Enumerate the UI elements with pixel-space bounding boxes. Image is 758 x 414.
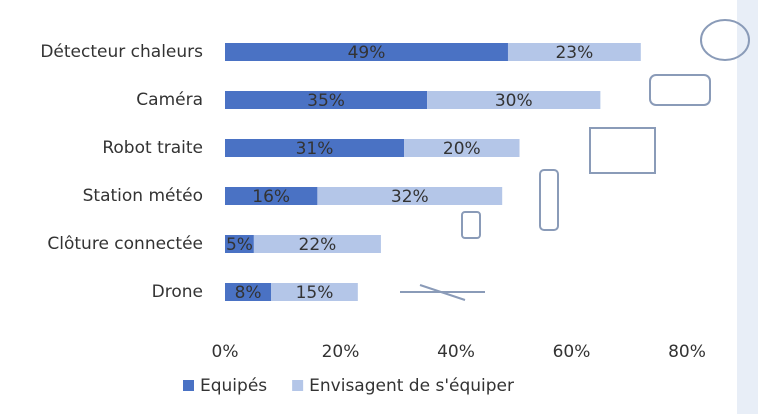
bar-segment	[317, 187, 503, 205]
data-label: 8%	[235, 283, 262, 303]
data-label: 31%	[296, 139, 334, 159]
bar-segment	[271, 283, 358, 301]
data-label: 30%	[495, 91, 533, 111]
y-tick-label: Station météo	[83, 186, 203, 206]
data-label: 16%	[252, 187, 290, 207]
bar-segment	[225, 139, 405, 157]
fence-icon	[461, 211, 481, 239]
x-tick-label: 80%	[668, 342, 706, 362]
bar-segment	[225, 187, 318, 205]
data-label: 32%	[391, 187, 429, 207]
collar-icon	[700, 19, 750, 61]
bar-segment	[225, 283, 272, 301]
bar-segment	[507, 43, 641, 61]
y-tick-label: Clôture connectée	[47, 234, 203, 254]
y-tick-label: Drone	[152, 282, 203, 302]
data-label: 35%	[307, 91, 345, 111]
x-tick-label: 60%	[553, 342, 591, 362]
station-icon	[539, 169, 559, 231]
y-tick-label: Détecteur chaleurs	[40, 42, 203, 62]
data-label: 15%	[296, 283, 334, 303]
robot-icon	[589, 127, 656, 174]
legend-label: Envisagent de s'équiper	[309, 376, 514, 396]
camera-icon	[649, 74, 711, 106]
data-label: 20%	[443, 139, 481, 159]
y-tick-label: Caméra	[136, 90, 203, 110]
legend-swatch	[292, 380, 304, 391]
x-tick-label: 0%	[212, 342, 239, 362]
data-label: 22%	[299, 235, 337, 255]
bar-segment	[225, 91, 428, 109]
x-tick-label: 40%	[437, 342, 475, 362]
decorative-icons	[400, 19, 750, 301]
data-label: 23%	[555, 43, 593, 63]
side-strip	[737, 0, 758, 414]
x-tick-label: 20%	[322, 342, 360, 362]
drone-icon	[400, 284, 485, 301]
data-label: 5%	[226, 235, 253, 255]
data-label: 49%	[348, 43, 386, 63]
bar-segment	[225, 43, 508, 61]
legend-label: Equipés	[200, 376, 267, 396]
y-tick-label: Robot traite	[102, 138, 203, 158]
legend-swatch	[183, 380, 194, 391]
bar-segment	[404, 139, 520, 157]
bar-segment	[253, 235, 381, 253]
bar-segment	[427, 91, 601, 109]
bar-segment	[225, 235, 254, 253]
